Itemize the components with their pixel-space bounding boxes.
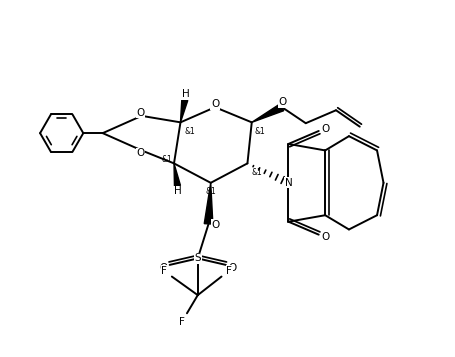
Text: N: N	[284, 178, 292, 188]
Text: F: F	[161, 266, 167, 276]
Text: O: O	[228, 263, 236, 273]
Text: O: O	[278, 97, 286, 107]
Text: O: O	[211, 99, 219, 109]
Text: &1: &1	[184, 127, 195, 136]
Text: O: O	[320, 232, 329, 242]
Text: O: O	[136, 149, 144, 159]
Text: F: F	[179, 317, 185, 327]
Text: &1: &1	[205, 187, 216, 196]
Text: H: H	[182, 89, 189, 99]
Text: O: O	[159, 263, 167, 273]
Polygon shape	[174, 164, 180, 186]
Text: O: O	[211, 220, 219, 230]
Polygon shape	[204, 183, 212, 224]
Text: O: O	[320, 124, 329, 134]
Polygon shape	[180, 99, 187, 122]
Text: &1: &1	[251, 169, 262, 177]
Text: S: S	[194, 253, 201, 263]
Text: &1: &1	[254, 127, 264, 136]
Text: &1: &1	[161, 155, 172, 164]
Text: O: O	[136, 108, 144, 118]
Text: F: F	[226, 266, 232, 276]
Text: H: H	[173, 186, 181, 196]
Polygon shape	[251, 104, 283, 122]
